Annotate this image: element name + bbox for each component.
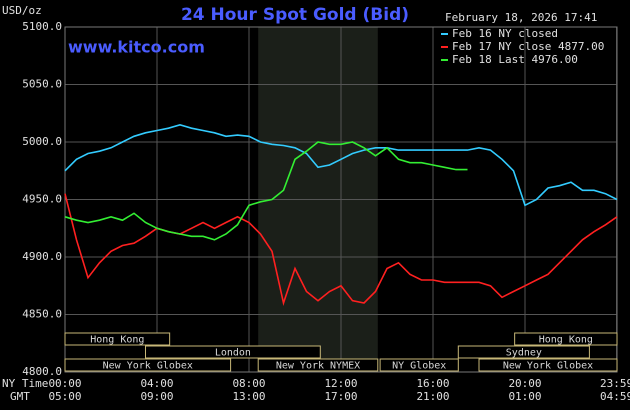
gmt-tick-label: 17:00 [324,390,357,403]
timestamp: February 18, 2026 17:41 [445,11,597,24]
y-tick-label: 5100.0 [22,20,62,33]
y-tick-label: 5000.0 [22,135,62,148]
gmt-tick-label: 05:00 [48,390,81,403]
session-box [514,332,618,346]
website: www.kitco.com [68,38,205,57]
gmt-tick-label: 21:00 [416,390,449,403]
session-box [257,358,379,372]
y-tick-label: 4950.0 [22,193,62,206]
session-box [457,345,590,359]
y-tick-label: 4800.0 [22,365,62,378]
x-tick-label: 20:00 [508,377,541,390]
x-row-label: NY Time [2,377,48,390]
series-line [64,123,618,207]
x-row-label: GMT [10,390,30,403]
legend-label: Feb 18 Last 4976.00 [452,53,578,66]
session-box [64,358,232,372]
session-box [478,358,618,372]
x-tick-label: 00:00 [48,377,81,390]
session-label: Hong Kong [539,335,593,346]
session-box [145,345,321,359]
session-label: Hong Kong [90,335,144,346]
session-label: NY Globex [392,361,446,372]
session-box [379,358,459,372]
x-tick-label: 23:59 [600,377,630,390]
legend-label: Feb 16 NY closed [452,27,558,40]
x-tick-label: 04:00 [140,377,173,390]
y-tick-label: 4850.0 [22,308,62,321]
y-tick-label: 5050.0 [22,78,62,91]
series-line [64,141,468,241]
x-tick-label: 16:00 [416,377,449,390]
gmt-tick-label: 01:00 [508,390,541,403]
session-label: New York NYMEX [276,361,360,372]
gmt-tick-label: 13:00 [232,390,265,403]
unit-label: USD/oz [2,4,42,17]
session-box [64,332,171,346]
legend-label: Feb 17 NY close 4877.00 [452,40,604,53]
y-tick-label: 4900.0 [22,250,62,263]
gmt-tick-label: 09:00 [140,390,173,403]
session-label: New York Globex [103,361,193,372]
session-label: New York Globex [503,361,593,372]
gmt-tick-label: 04:59 [600,390,630,403]
x-tick-label: 08:00 [232,377,265,390]
session-label: Sydney [506,348,542,359]
chart-title: 24 Hour Spot Gold (Bid) [181,5,409,25]
x-tick-label: 12:00 [324,377,357,390]
session-label: London [215,348,251,359]
background-layer [64,26,618,373]
